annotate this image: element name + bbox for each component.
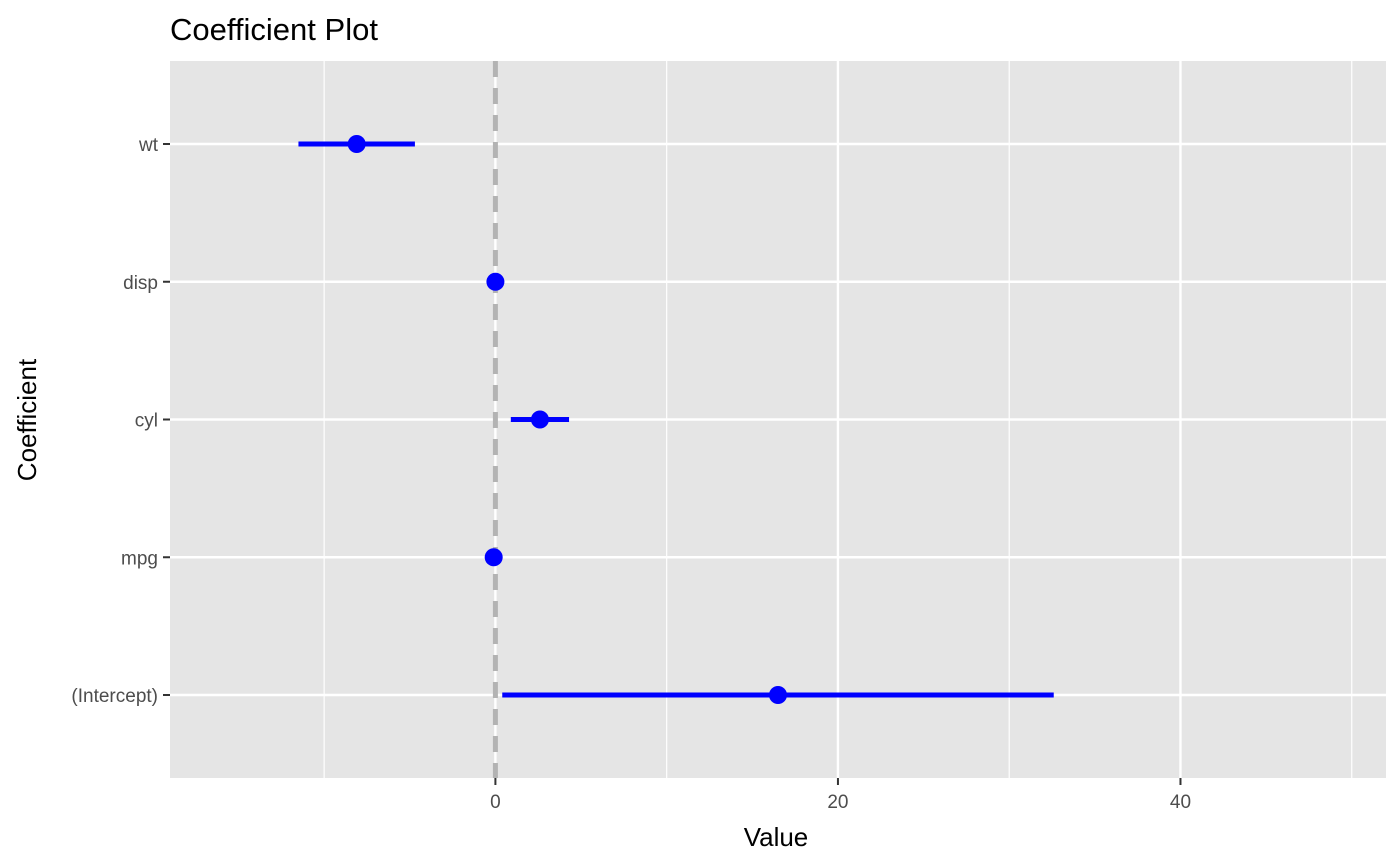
y-tick-label: (Intercept) [71, 686, 158, 707]
y-tick-label: mpg [121, 548, 158, 569]
y-tick-label: wt [138, 135, 159, 156]
estimate-point-intercept [769, 686, 787, 704]
y-tick-label: cyl [135, 411, 158, 432]
coefficient-points [347, 135, 787, 704]
chart-title: Coefficient Plot [170, 12, 378, 47]
estimate-point-cyl [530, 410, 549, 429]
estimate-point-disp [486, 272, 505, 291]
y-axis-title: Coefficient [12, 358, 42, 481]
y-tick-label: disp [123, 273, 158, 294]
estimate-point-wt [347, 135, 366, 153]
estimate-point-mpg [484, 548, 503, 567]
x-axis-ticks: 0 20 40 [490, 778, 1191, 813]
major-gridlines [170, 61, 1386, 778]
x-tick-label: 0 [490, 792, 501, 813]
x-axis-title: Value [744, 822, 809, 852]
x-tick-label: 20 [827, 792, 848, 813]
x-tick-label: 40 [1170, 792, 1191, 813]
y-axis-ticks: (Intercept) mpg cyl disp wt [71, 135, 170, 707]
